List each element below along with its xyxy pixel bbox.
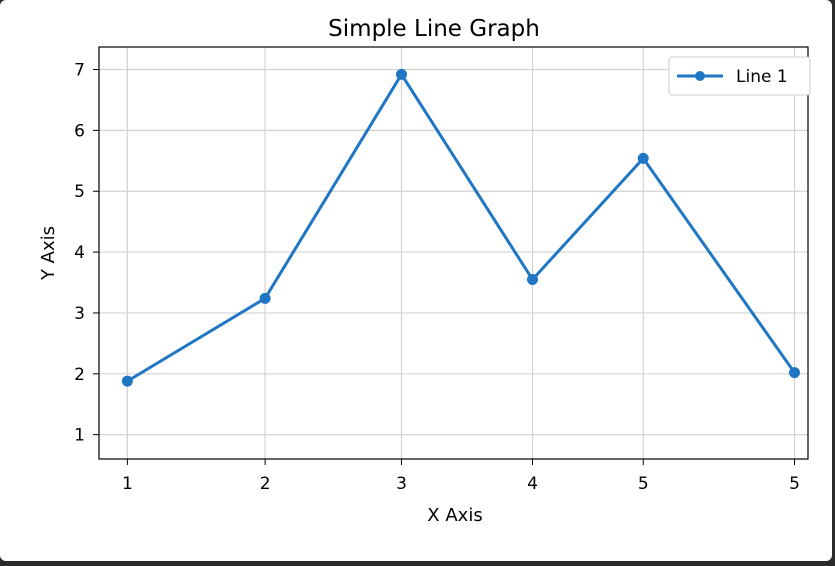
- data-point: [637, 152, 649, 164]
- y-tick-label: 7: [74, 61, 85, 81]
- y-tick-label: 1: [74, 426, 85, 446]
- data-point: [121, 375, 133, 387]
- axes: [93, 46, 809, 465]
- legend-marker-swatch: [695, 71, 705, 81]
- tick-labels: 1 2 3 4 5 5 1 2 3 4 5 6 7: [74, 61, 800, 494]
- data-point: [259, 292, 271, 304]
- series-line: [125, 72, 796, 383]
- y-tick-label: 3: [74, 304, 85, 324]
- x-axis-label: X Axis: [427, 505, 482, 526]
- data-point: [788, 367, 800, 379]
- x-tick-label: 5: [638, 474, 649, 494]
- series-layer: [121, 68, 800, 387]
- x-tick-label: 5: [789, 474, 800, 494]
- y-tick-label: 4: [74, 243, 85, 263]
- y-tick-label: 6: [74, 121, 85, 141]
- data-point: [396, 68, 408, 80]
- x-tick-label: 4: [527, 474, 538, 494]
- y-axis-label: Y Axis: [38, 226, 59, 281]
- legend-box: [668, 56, 811, 96]
- legend-label-line-1: Line 1: [736, 67, 788, 87]
- y-tick-label: 2: [74, 365, 85, 385]
- chart-title: Simple Line Graph: [328, 16, 540, 42]
- x-tick-label: 2: [260, 474, 271, 494]
- x-tick-label: 1: [122, 474, 133, 494]
- legend: Line 1: [668, 56, 811, 96]
- plot-frame: [98, 46, 809, 460]
- data-point: [527, 273, 539, 285]
- x-tick-label: 3: [396, 474, 407, 494]
- y-tick-label: 5: [74, 182, 85, 202]
- grid: [99, 47, 808, 459]
